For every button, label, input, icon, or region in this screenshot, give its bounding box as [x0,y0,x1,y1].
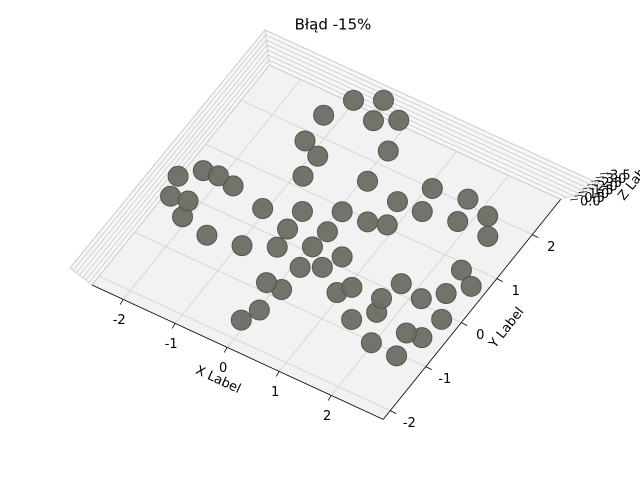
point [431,308,453,330]
y-tick-label: 1 [512,284,520,299]
z-tick [595,176,604,179]
z-tick-label: 3.5 [610,169,631,184]
x-tick [223,347,228,353]
point [252,198,274,220]
grid-line [85,54,574,281]
y-tick-label: -2 [403,416,416,431]
point [266,236,288,258]
grid-line [69,29,605,269]
point [477,205,499,227]
point [341,276,363,298]
x-tick [171,323,176,329]
point [248,299,270,321]
y-tick-label: 2 [547,240,555,255]
z-tick [569,198,579,201]
point [395,322,417,344]
point [360,332,382,354]
point [477,225,499,247]
z-tick [574,194,583,197]
y-tick [461,322,468,326]
point [231,235,253,257]
y-tick [390,410,397,414]
z-tick-label: 0.5 [584,191,605,206]
z-tick [599,172,609,175]
z-tick-label: 2.0 [597,180,618,195]
point [177,190,199,212]
x-axis-line [91,284,384,420]
point [370,287,392,309]
y-tick [496,278,503,282]
grid-line [79,44,586,276]
y-tick [425,366,432,370]
point [301,236,323,258]
plot-area [160,89,499,367]
point [256,272,277,294]
grid-line [122,79,302,300]
point [196,224,218,246]
point [307,145,329,167]
point [331,246,353,268]
y-tick-label: 0 [476,328,484,343]
point [207,165,229,187]
x-tick-label: 0 [219,361,227,376]
point [311,256,333,278]
point [386,345,408,367]
point [421,177,443,199]
point [357,170,378,192]
x-tick-label: 1 [271,385,279,400]
point [411,201,433,223]
point [388,109,410,131]
point [289,256,311,278]
z-tick-label: 1.0 [589,187,610,202]
grid-line [91,64,561,286]
point [230,309,252,331]
point [435,283,457,305]
y-axis-line [382,199,562,420]
z-tick-label: 0.0 [580,195,601,210]
grid-line [82,49,580,278]
grid-line [98,275,391,411]
point [450,259,472,281]
point [357,211,379,233]
y-tick [532,234,539,238]
point [313,104,335,126]
point [294,130,316,152]
point [341,308,363,330]
grid-line [72,34,598,271]
point [460,275,482,297]
x-tick [119,299,124,305]
point [447,211,469,233]
chart-title: Błąd -15% [295,16,372,34]
x-tick-label: -1 [165,337,178,352]
z-tick-label: 3.0 [606,172,627,187]
grid-line [88,59,568,283]
point [377,140,399,162]
point [390,273,412,295]
point [277,218,299,240]
point [292,165,314,187]
point [222,175,244,197]
x-tick-label: 2 [323,409,331,424]
point [410,288,432,310]
point [342,89,364,111]
point [316,221,338,243]
y-tick-label: -1 [438,372,451,387]
point [386,191,408,213]
point [372,89,394,111]
point [362,110,384,132]
x-tick [327,395,332,401]
x-tick-label: -2 [113,313,126,328]
grid-line [75,39,592,274]
point [160,185,182,207]
z-tick [582,187,591,190]
point [331,201,353,223]
z-tick-label: 1.5 [593,183,614,198]
z-tick-label: 2.5 [601,176,622,191]
point [167,165,189,187]
point [376,214,398,236]
point [457,188,479,210]
x-tick [275,371,280,377]
point [291,200,313,222]
